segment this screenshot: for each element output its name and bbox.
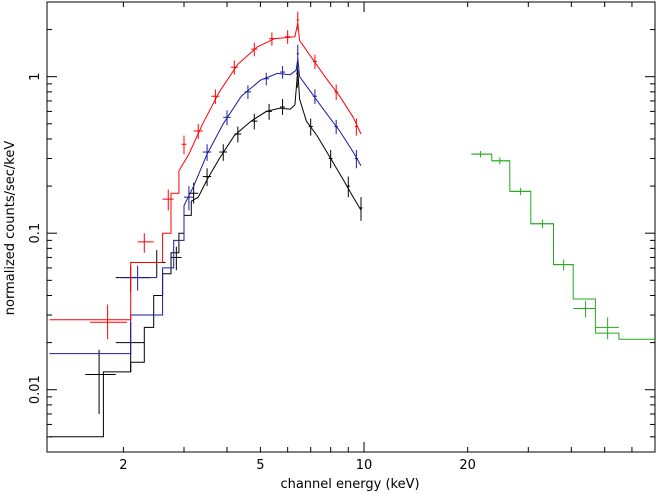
x-tick-label: 20 <box>459 458 476 473</box>
model-line <box>49 70 362 438</box>
y-tick-label: 0.1 <box>28 223 43 244</box>
data-point <box>279 99 286 115</box>
x-tick-label: 2 <box>119 458 127 473</box>
data-point <box>530 219 554 228</box>
data-point <box>296 64 299 88</box>
y-axis-label: normalized counts/sec/keV <box>3 141 18 316</box>
data-point <box>266 103 272 120</box>
data-point <box>211 89 220 104</box>
data-point <box>285 30 291 44</box>
series-1 <box>49 44 362 355</box>
data-point <box>296 44 299 65</box>
data-point <box>359 197 363 221</box>
data-point <box>123 265 157 291</box>
data-point <box>328 150 333 169</box>
data-point <box>234 126 242 143</box>
data-point <box>354 150 358 169</box>
data-point <box>219 144 228 161</box>
data-point <box>251 42 258 57</box>
data-point <box>471 151 492 158</box>
data-point <box>137 233 154 253</box>
data-point <box>202 168 212 187</box>
y-tick-label: 0.01 <box>28 375 43 404</box>
data-point <box>312 89 317 104</box>
data-point <box>90 304 128 340</box>
data-point <box>170 246 182 271</box>
x-tick-label: 10 <box>356 458 373 473</box>
data-point <box>184 186 194 211</box>
data-point <box>491 157 510 165</box>
data-point <box>296 11 299 30</box>
data-point <box>334 119 338 135</box>
data-point <box>162 189 174 211</box>
data-point <box>244 85 252 100</box>
data-point <box>595 317 619 340</box>
data-point <box>346 176 350 198</box>
data-point <box>115 265 151 293</box>
data-point <box>573 300 596 318</box>
x-tick-label: 5 <box>256 458 264 473</box>
data-point <box>312 54 317 69</box>
data-point <box>181 135 187 155</box>
data-point <box>308 118 313 136</box>
data-point <box>509 187 531 196</box>
data-point <box>223 110 231 126</box>
data-point <box>202 144 212 161</box>
data-point <box>251 113 258 130</box>
plot-frame <box>46 1 656 453</box>
data-point <box>193 123 203 139</box>
y-tick-label: 1 <box>28 73 43 81</box>
series-2 <box>49 11 362 340</box>
data-point <box>85 349 116 414</box>
model-line <box>49 22 362 321</box>
series-0 <box>49 64 363 438</box>
data-point <box>115 322 145 372</box>
model-line <box>471 153 655 340</box>
data-point <box>269 32 275 46</box>
model-line <box>49 58 362 355</box>
data-point <box>354 118 358 136</box>
x-axis-label: channel energy (keV) <box>280 477 419 492</box>
series-3 <box>471 151 655 340</box>
data-point <box>334 84 338 100</box>
data-point <box>230 60 238 75</box>
data-point <box>553 259 574 271</box>
data-point <box>279 66 286 79</box>
data-point <box>263 72 270 86</box>
